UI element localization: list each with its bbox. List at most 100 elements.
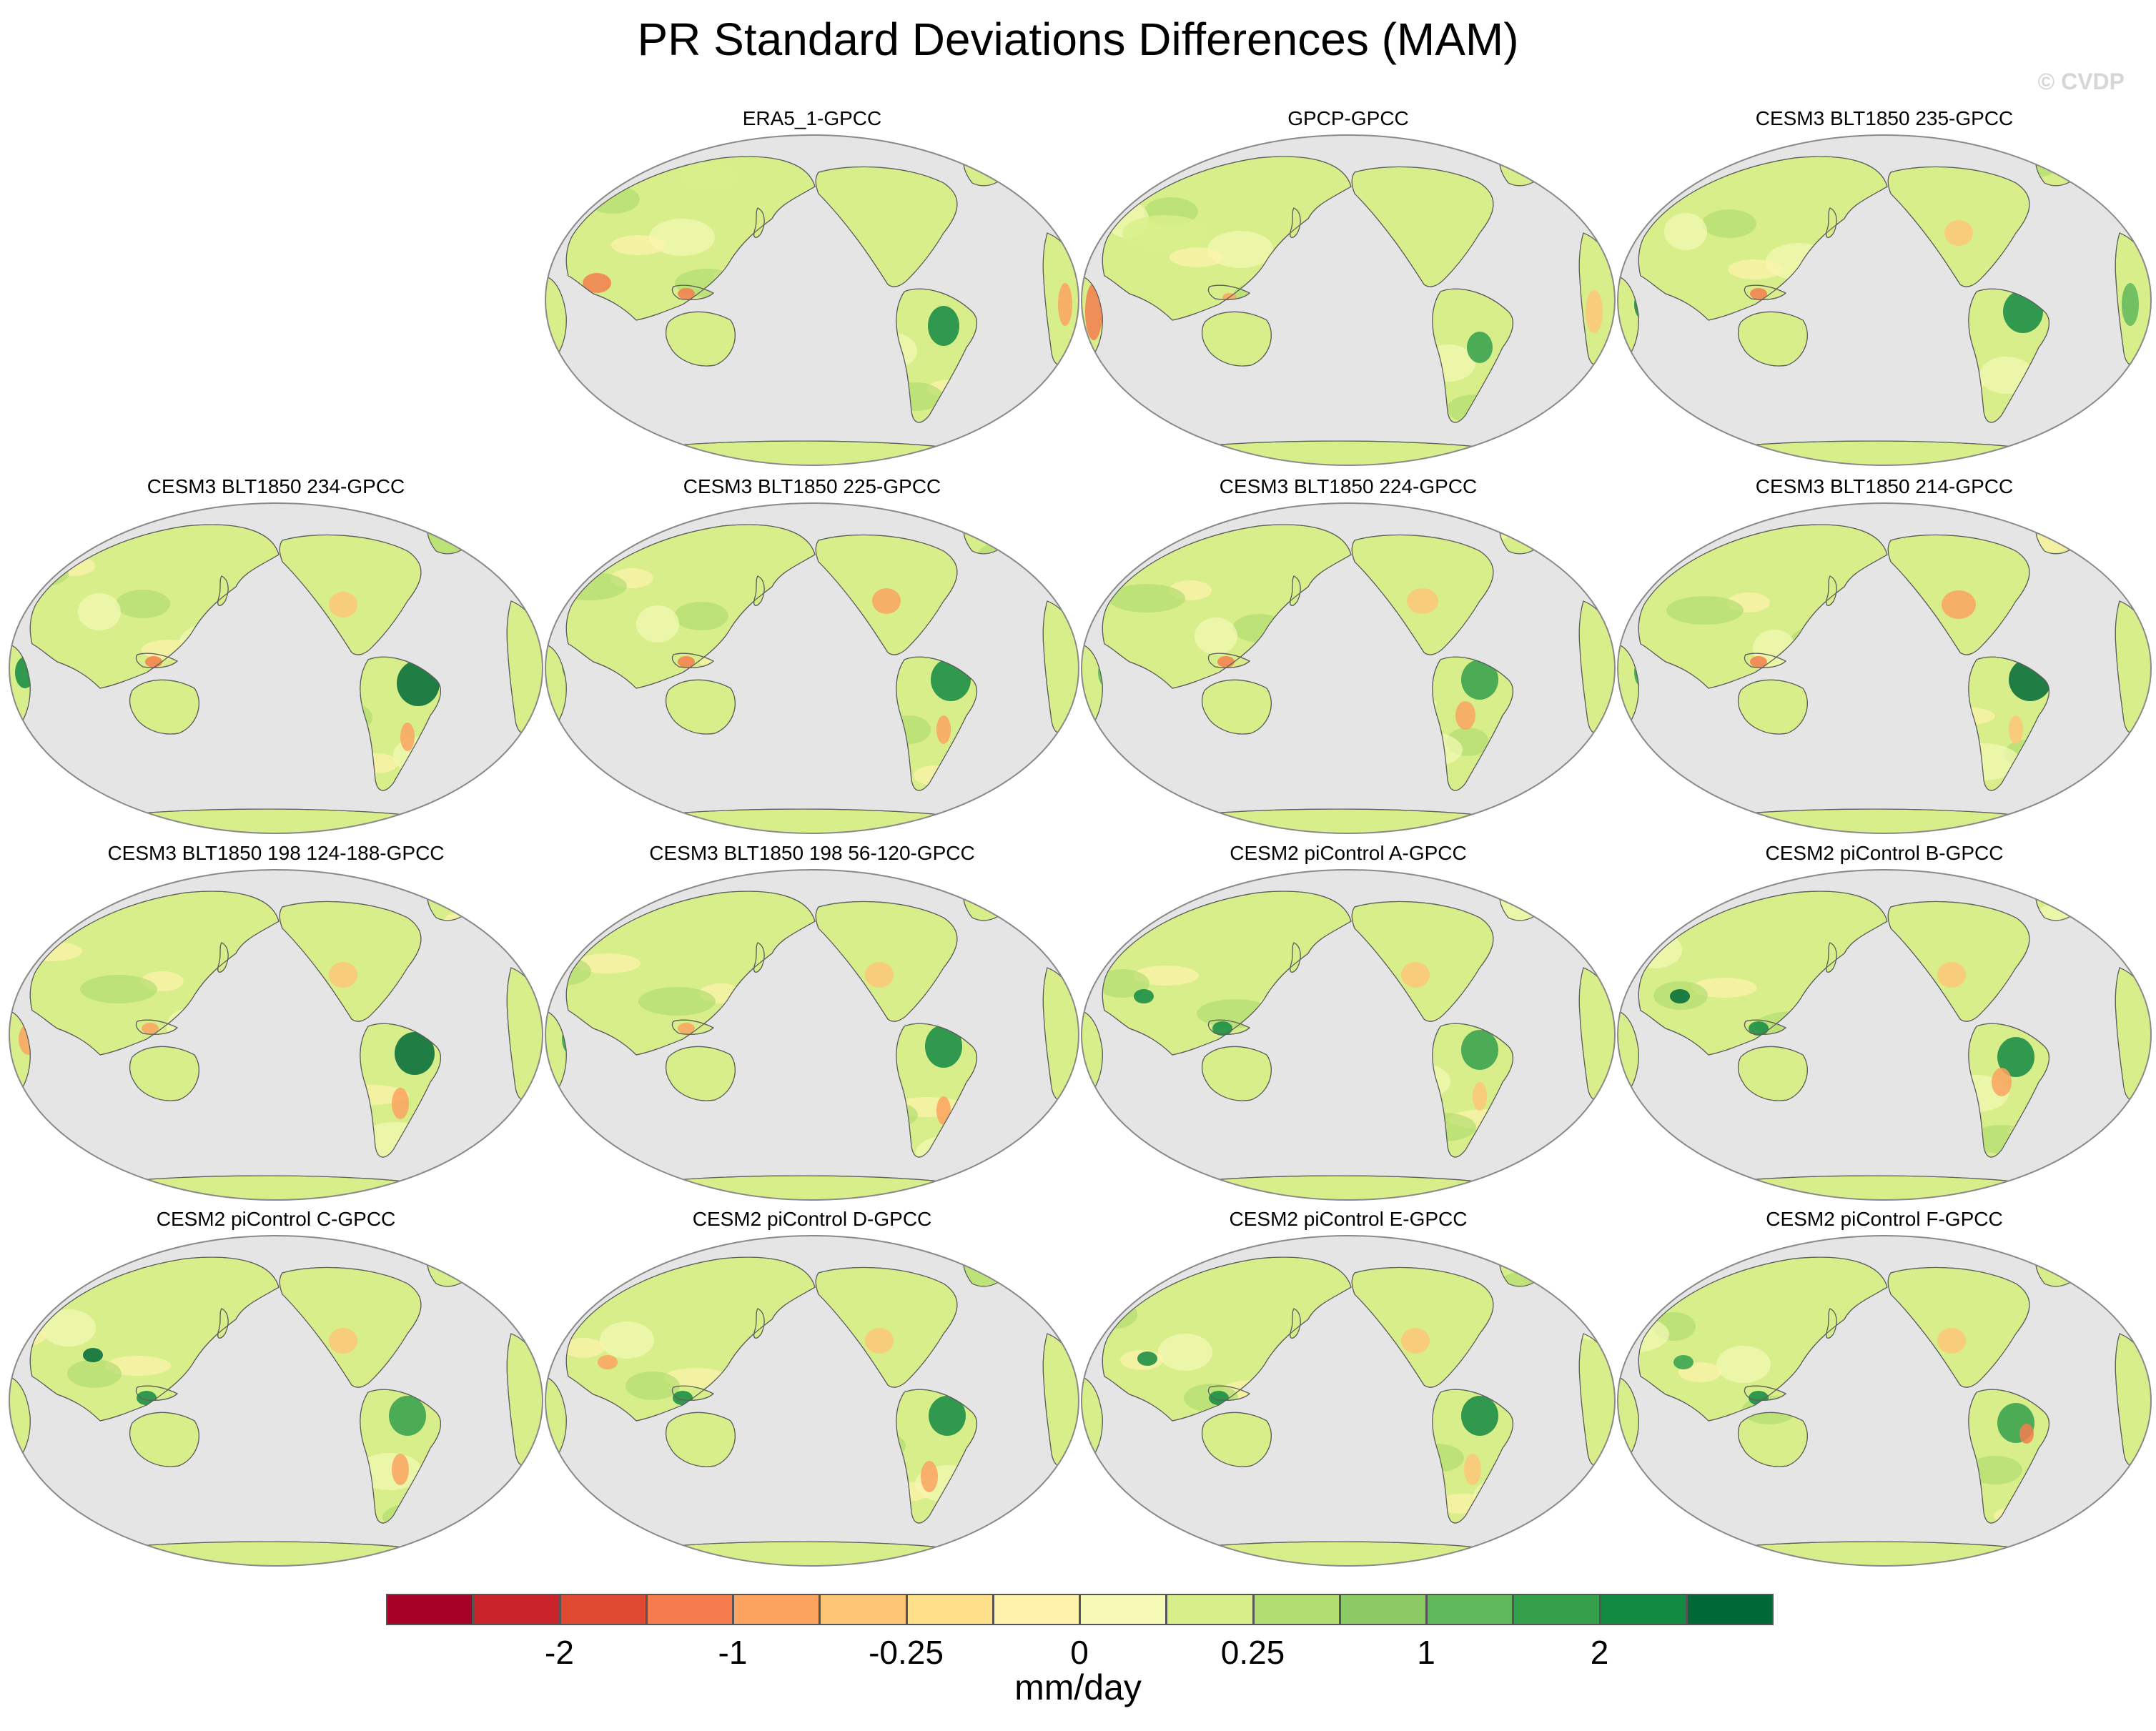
coastline <box>671 653 715 668</box>
colorbar-box <box>1166 1594 1254 1625</box>
cvdp-watermark: © CVDP <box>2037 69 2125 94</box>
map-panel: CESM2 piControl A-GPCC <box>1079 842 1617 1203</box>
coastline <box>1744 284 1787 300</box>
map-border <box>9 869 543 1201</box>
world-map <box>545 134 1079 466</box>
map-panel: CESM2 piControl F-GPCC <box>1616 1208 2153 1569</box>
anomaly-patch <box>80 975 157 1003</box>
anomaly-patch <box>2019 1424 2034 1444</box>
coastline <box>1887 901 2030 1022</box>
map-panel: CESM2 piControl E-GPCC <box>1079 1208 1617 1569</box>
anomaly-patch <box>400 723 415 751</box>
coastline <box>129 1046 199 1101</box>
coastline <box>29 1256 280 1422</box>
colorbar-box <box>1339 1594 1427 1625</box>
anomaly-patch <box>679 162 736 190</box>
anomaly-patch <box>1082 919 1124 956</box>
coastline <box>1207 1385 1251 1401</box>
coastline <box>1744 1385 1787 1401</box>
coastline <box>1887 166 2030 287</box>
anomaly-patch <box>678 1023 695 1034</box>
coastline <box>565 891 816 1056</box>
land-mass <box>1715 1175 2075 1200</box>
colorbar-box <box>906 1594 994 1625</box>
panel-title: CESM2 piControl A-GPCC <box>1230 842 1467 864</box>
map-border <box>1617 1235 2152 1567</box>
coastline <box>279 534 422 655</box>
panel-title: CESM3 BLT1850 198 56-120-GPCC <box>649 842 975 864</box>
map-panel: CESM3 BLT1850 235-GPCC <box>1616 107 2153 468</box>
anomaly-patch <box>1937 1328 1966 1354</box>
coastline <box>1744 653 1787 668</box>
map-border <box>1081 869 1616 1201</box>
anomaly-patch <box>562 1338 605 1358</box>
anomaly-patch <box>329 962 357 988</box>
coastline <box>565 524 816 689</box>
anomaly-patch <box>1207 231 1273 268</box>
anomaly-patch <box>921 1461 938 1492</box>
coastline <box>135 1019 179 1035</box>
anomaly-patch <box>1535 886 1578 914</box>
map-border <box>1081 502 1616 834</box>
anomaly-patch <box>482 895 536 932</box>
map-panel: CESM3 BLT1850 224-GPCC <box>1079 475 1617 836</box>
coastline <box>1290 575 1301 606</box>
anomaly-patch <box>1638 176 1681 196</box>
coastline <box>1638 524 1888 689</box>
panel-title: CESM2 piControl C-GPCC <box>156 1208 396 1230</box>
coastline <box>1887 1266 2030 1388</box>
map-border <box>1617 134 2152 466</box>
coastline <box>1351 901 1494 1022</box>
anomaly-patch <box>1749 1021 1769 1036</box>
panel-title: CESM3 BLT1850 214-GPCC <box>1755 475 2014 497</box>
map-panel: CESM2 piControl D-GPCC <box>543 1208 1081 1569</box>
anomaly-patch <box>1455 701 1475 730</box>
coastline <box>753 575 765 606</box>
anomaly-patch <box>67 1359 122 1388</box>
anomaly-patch <box>145 656 162 668</box>
anomaly-patch <box>865 1328 894 1354</box>
coastline <box>360 656 442 791</box>
anomaly-patch <box>1968 1456 2022 1484</box>
world-map <box>1081 502 1616 834</box>
anomaly-patch <box>936 715 951 744</box>
anomaly-patch <box>1461 660 1498 700</box>
anomaly-patch <box>78 593 121 630</box>
coastline <box>217 942 229 973</box>
land-mass <box>1179 1541 1539 1566</box>
coastline <box>1102 524 1352 689</box>
coastline <box>753 942 765 973</box>
coastline <box>1638 156 1888 321</box>
anomaly-patch <box>2095 1279 2151 1299</box>
anomaly-patch <box>1407 588 1438 614</box>
anomaly-patch <box>1461 1030 1498 1070</box>
coastline <box>1826 575 1837 606</box>
anomaly-patch <box>1473 1082 1487 1111</box>
coastline <box>671 284 715 300</box>
anomaly-patch <box>392 1454 409 1485</box>
coastline <box>1351 1266 1494 1388</box>
coastline <box>1826 1308 1837 1339</box>
coastline <box>896 1389 978 1524</box>
anomaly-patch <box>600 1321 654 1359</box>
coastline <box>1738 311 1808 367</box>
map-panel: ERA5_1-GPCC <box>543 107 1081 468</box>
map-border <box>9 1235 543 1567</box>
world-map <box>1617 1235 2152 1567</box>
coastline <box>1638 891 1888 1056</box>
coastline <box>565 1256 816 1422</box>
panel-title: CESM2 piControl E-GPCC <box>1229 1208 1468 1230</box>
world-map <box>1617 869 2152 1201</box>
coastline <box>29 891 280 1056</box>
map-border <box>1617 869 2152 1201</box>
map-border <box>9 502 543 834</box>
coastline <box>1207 284 1251 300</box>
anomaly-patch <box>979 1254 1056 1274</box>
map-border <box>545 134 1079 466</box>
map-border <box>1617 502 2152 834</box>
anomaly-patch <box>1134 989 1154 1003</box>
panel-title: CESM2 piControl F-GPCC <box>1766 1208 2003 1230</box>
anomaly-patch <box>1573 550 1615 570</box>
anomaly-patch <box>638 987 716 1016</box>
map-panel: GPCP-GPCC <box>1079 107 1617 468</box>
